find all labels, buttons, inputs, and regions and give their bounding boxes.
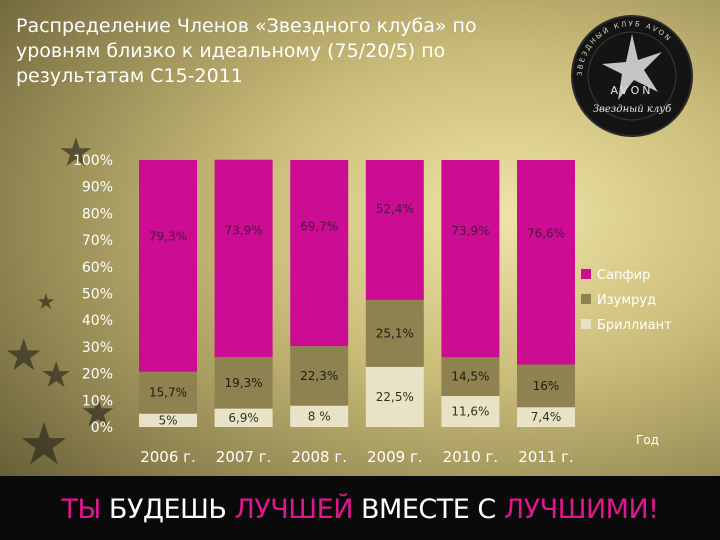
bar-segment <box>365 366 424 427</box>
data-label: 16% <box>533 379 560 393</box>
data-label: 14,5% <box>451 370 489 384</box>
y-tick-label: 90% <box>82 180 113 196</box>
bar-segment <box>441 160 500 358</box>
footer-bar: ТЫ БУДЕШЬ ЛУЧШЕЙ ВМЕСТЕ С ЛУЧШИМИ! <box>0 476 720 540</box>
bar-segment <box>139 371 197 414</box>
star-club-logo: ЗВЕЗДНЫЙ КЛУБ AVON AVON Звездный клуб <box>571 15 693 137</box>
logo-star-icon <box>602 34 662 100</box>
y-tick-label: 0% <box>91 420 113 436</box>
stacked-bar-chart: 0% 10% 20% 30% 40% 50% 60% 70% 80% 90% 100% 5% 15,7%… <box>73 153 672 466</box>
bar-segment <box>365 299 424 367</box>
logo-script-text: Звездный клуб <box>593 104 672 115</box>
slogan-word: ЛУЧШИМИ! <box>503 494 659 525</box>
data-label: 5% <box>158 413 177 427</box>
slogan-word: ТЫ <box>61 494 109 525</box>
y-tick-label: 70% <box>82 233 113 249</box>
bar-segment <box>290 405 349 427</box>
legend-label: Сапфир <box>597 268 650 283</box>
data-label: 73,9% <box>451 224 489 238</box>
bar-segment <box>517 364 575 408</box>
decorative-star-icon: ★ <box>58 130 94 176</box>
bar-segment <box>290 160 349 347</box>
data-label: 7,4% <box>531 410 562 424</box>
bar-segment <box>214 408 273 427</box>
bar-segment <box>365 160 424 300</box>
y-tick-label: 40% <box>82 313 113 329</box>
y-tick-label: 60% <box>82 260 113 276</box>
data-label: 79,3% <box>149 229 187 243</box>
decorative-star-icon: ★ <box>40 355 73 396</box>
bar-segment <box>441 396 500 427</box>
data-label: 73,9% <box>225 224 263 238</box>
data-label: 6,9% <box>228 411 259 425</box>
bar-segment <box>139 413 197 427</box>
data-label: 69,7% <box>300 220 338 234</box>
x-tick-label: 2011 г. <box>518 448 574 466</box>
y-tick-label: 80% <box>82 206 113 222</box>
bar-segment <box>214 159 273 358</box>
data-label: 19,3% <box>225 376 263 390</box>
legend-label: Изумруд <box>597 293 656 308</box>
decorative-star-icon: ★ <box>80 390 116 436</box>
y-tick-label: 50% <box>82 287 113 303</box>
bar-segment <box>517 407 575 427</box>
decorative-star-icon: ★ <box>36 290 56 315</box>
legend-swatch <box>581 294 591 304</box>
slogan-word: ВМЕСТЕ С <box>361 494 504 525</box>
decorative-star-icon: ★ <box>4 330 44 381</box>
y-tick-label: 100% <box>73 153 113 169</box>
bar-segment <box>214 357 273 409</box>
data-label: 25,1% <box>376 326 414 340</box>
decorative-star-icon: ★ <box>18 410 70 478</box>
x-tick-label: 2009 г. <box>367 448 423 466</box>
bar-segment <box>441 357 500 397</box>
x-tick-label: 2008 г. <box>291 448 347 466</box>
bar-segment <box>290 346 349 406</box>
legend-swatch <box>581 269 591 279</box>
slogan-word: БУДЕШЬ <box>108 494 235 525</box>
bar-segment <box>139 160 197 372</box>
y-tick-label: 30% <box>82 340 113 356</box>
data-label: 22,3% <box>300 369 338 383</box>
logo-brand: AVON <box>610 84 653 97</box>
data-label: 52,4% <box>376 202 414 216</box>
bar-segment <box>517 160 575 365</box>
x-tick-label: 2010 г. <box>443 448 499 466</box>
data-label: 76,6% <box>527 227 565 241</box>
legend-swatch <box>581 319 591 329</box>
x-axis-label: Год <box>636 433 659 447</box>
slide-title: Распределение Членов «Звездного клуба» п… <box>16 15 477 87</box>
slogan-word: ЛУЧШЕЙ <box>234 494 362 525</box>
legend-label: Бриллиант <box>597 318 672 333</box>
data-label: 22,5% <box>376 390 414 404</box>
y-tick-label: 20% <box>82 367 113 383</box>
y-tick-label: 10% <box>82 393 113 409</box>
data-label: 15,7% <box>149 386 187 400</box>
data-label: 11,6% <box>451 405 489 419</box>
slogan: ТЫ БУДЕШЬ ЛУЧШЕЙ ВМЕСТЕ С ЛУЧШИМИ! <box>0 494 720 525</box>
x-tick-label: 2006 г. <box>140 448 196 466</box>
x-tick-label: 2007 г. <box>216 448 272 466</box>
data-label: 8 % <box>308 409 331 423</box>
